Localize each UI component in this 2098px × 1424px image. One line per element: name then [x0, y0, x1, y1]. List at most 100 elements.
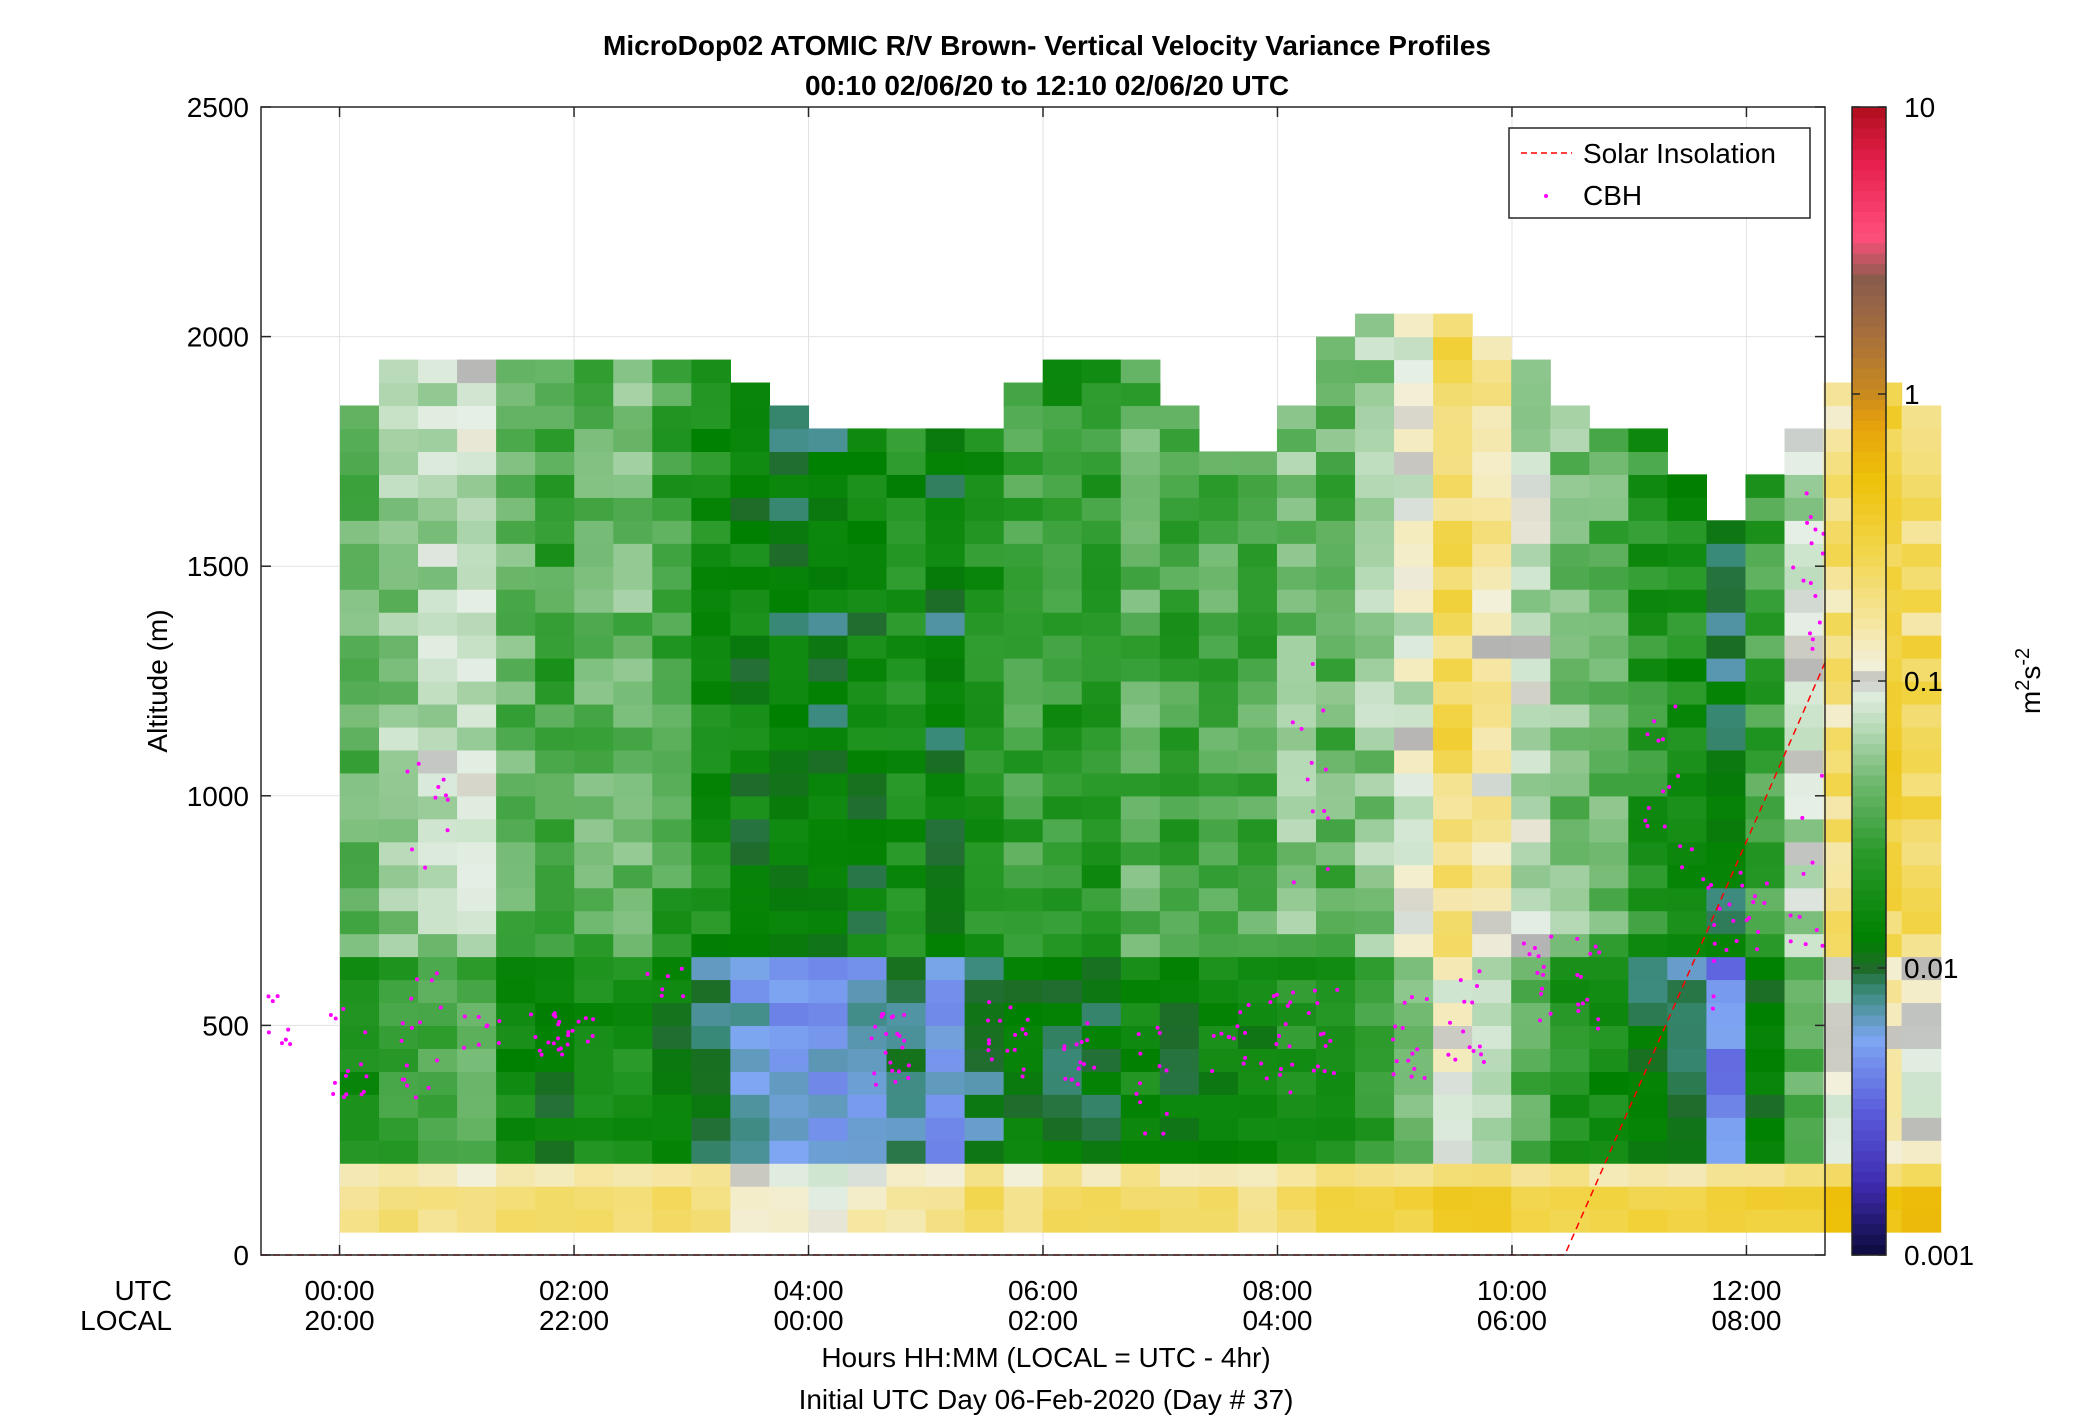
heatmap-cell [1198, 703, 1239, 728]
heatmap-cell [1745, 612, 1786, 636]
x-axis-label: Hours HH:MM (LOCAL = UTC - 4hr) [821, 1342, 1270, 1373]
heatmap-cell [925, 474, 966, 498]
heatmap-cell [339, 979, 380, 1004]
cbh-point [1290, 720, 1295, 725]
heatmap-cell [1394, 428, 1434, 452]
heatmap-cell [574, 910, 614, 935]
x-tick-label-local: 02:00 [1008, 1305, 1078, 1336]
cbh-point [436, 784, 441, 789]
cbh-point [1788, 939, 1793, 944]
heatmap-cell [1003, 589, 1044, 613]
cbh-point [1259, 1061, 1264, 1066]
cbh-point [1290, 1062, 1295, 1067]
cbh-point [1575, 936, 1580, 941]
heatmap-cell [1472, 841, 1512, 866]
heatmap-cell [1003, 749, 1044, 774]
cbh-point [1656, 738, 1661, 743]
cbh-point [1738, 870, 1743, 875]
heatmap-cell [652, 1002, 692, 1026]
heatmap-cell [1667, 1186, 1708, 1210]
heatmap-cell [1120, 543, 1161, 567]
heatmap-cell [808, 1117, 849, 1141]
colorbar-band [1852, 691, 1886, 703]
heatmap-cell [886, 1048, 927, 1072]
heatmap-cell [1901, 1048, 1942, 1072]
heatmap-cell [535, 589, 575, 613]
heatmap-cell [1511, 933, 1551, 958]
cbh-point [1309, 760, 1314, 765]
heatmap-cell [1120, 749, 1161, 774]
heatmap-cell [1589, 979, 1629, 1004]
heatmap-cell [769, 1025, 810, 1049]
heatmap-cell [1628, 520, 1668, 544]
heatmap-cell [1198, 1117, 1239, 1141]
heatmap-cell [1472, 864, 1512, 889]
heatmap-cell [730, 1071, 771, 1095]
heatmap-cell [1042, 956, 1083, 981]
heatmap-cell [1237, 1186, 1278, 1210]
heatmap-cell [886, 933, 927, 958]
heatmap-cell [574, 451, 614, 475]
heatmap-cell [1472, 1094, 1512, 1118]
heatmap-cell [1628, 703, 1668, 728]
colorbar-band [1852, 493, 1886, 505]
cbh-point [1069, 1077, 1074, 1082]
cbh-point [902, 1012, 907, 1017]
heatmap-cell [1198, 1048, 1239, 1072]
heatmap-cell [1706, 818, 1747, 843]
heatmap-cell [1042, 864, 1083, 889]
heatmap-cell [1198, 910, 1239, 935]
heatmap-cell [1315, 612, 1356, 636]
heatmap-cell [1394, 589, 1434, 613]
heatmap-cell [1042, 703, 1083, 728]
heatmap-cell [1081, 887, 1122, 912]
heatmap-cell [808, 910, 849, 935]
heatmap-cell [496, 382, 536, 407]
heatmap-cell [1433, 681, 1473, 705]
heatmap-cell [496, 1163, 536, 1187]
heatmap-cell [1394, 658, 1434, 682]
heatmap-cell [1511, 910, 1551, 935]
cbh-point [679, 966, 684, 971]
cbh-point [1805, 520, 1810, 525]
chart-subtitle: 00:10 02/06/20 to 12:10 02/06/20 UTC [805, 70, 1289, 101]
heatmap-cell [574, 474, 614, 498]
heatmap-cell [925, 795, 966, 820]
heatmap-cell [1003, 405, 1044, 430]
cbh-point [1321, 708, 1326, 713]
heatmap-cell [925, 1094, 966, 1118]
heatmap-cell [847, 1048, 888, 1072]
heatmap-cell [691, 635, 731, 659]
heatmap-cell [1237, 681, 1278, 705]
cbh-point [1079, 1039, 1084, 1044]
heatmap-cell [535, 359, 575, 384]
heatmap-cell [1667, 933, 1708, 958]
heatmap-cell [496, 405, 536, 430]
heatmap-cell [847, 474, 888, 498]
cbh-point [1312, 988, 1317, 993]
heatmap-cell [1120, 428, 1161, 452]
colorbar-tick-label: 10 [1904, 92, 1935, 123]
heatmap-cell [925, 1186, 966, 1210]
heatmap-cell [925, 566, 966, 590]
heatmap-cell [535, 795, 575, 820]
colorbar-band [1852, 253, 1886, 265]
heatmap-cell [769, 910, 810, 935]
colorbar-band [1852, 1140, 1886, 1152]
colorbar-band [1852, 931, 1886, 943]
heatmap-cell [1433, 359, 1473, 384]
heatmap-cell [1628, 658, 1668, 682]
heatmap-cell [886, 1025, 927, 1049]
heatmap-cell [1081, 1002, 1122, 1026]
colorbar-band [1852, 451, 1886, 463]
heatmap-cell [847, 1163, 888, 1187]
heatmap-cell [1159, 451, 1200, 475]
heatmap-cell [964, 887, 1005, 912]
cbh-point [1727, 902, 1732, 907]
heatmap-cell [1589, 635, 1629, 659]
heatmap-cell [886, 428, 927, 452]
heatmap-cell [730, 749, 771, 774]
heatmap-cell [1003, 795, 1044, 820]
heatmap-cell [1784, 1048, 1825, 1072]
colorbar-band [1852, 284, 1886, 296]
